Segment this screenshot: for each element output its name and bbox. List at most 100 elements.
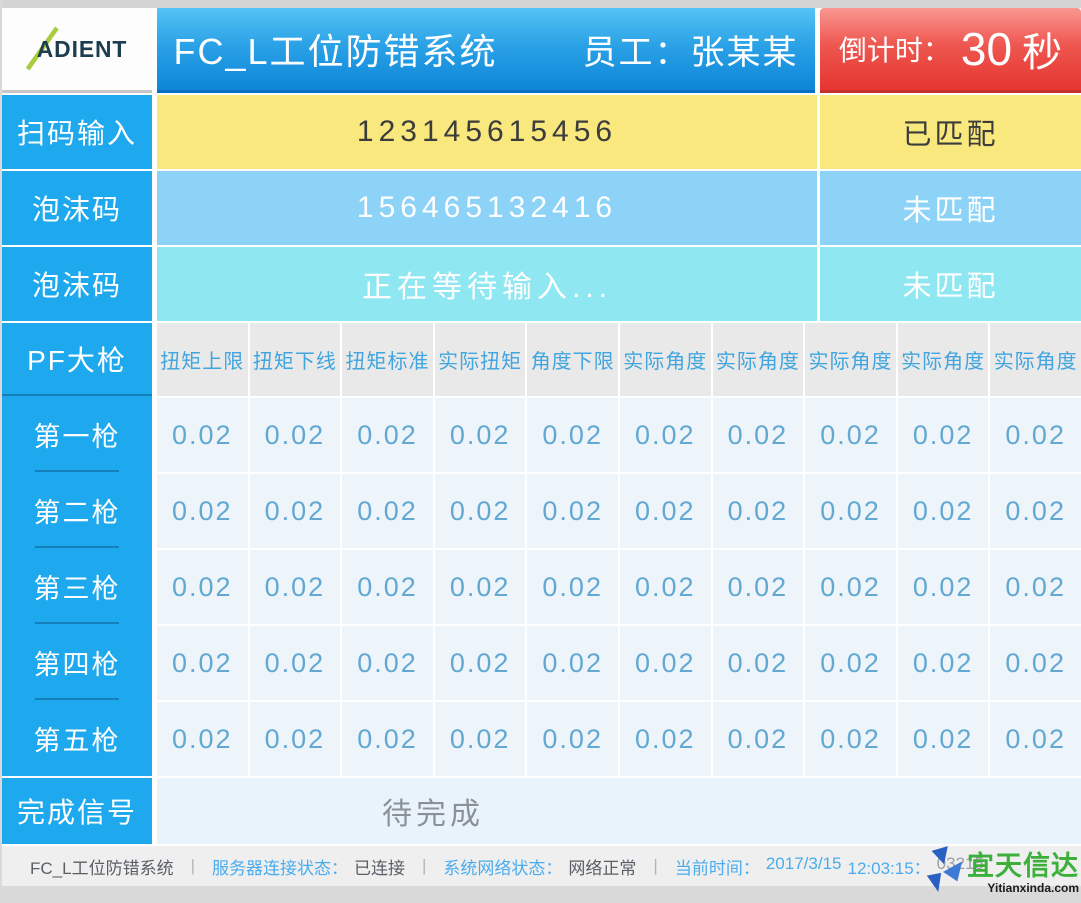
gun-value-cell: 0.02 bbox=[712, 550, 804, 624]
gun-value-cell: 0.02 bbox=[897, 474, 989, 548]
gun-row-label: 第四枪 bbox=[2, 624, 152, 700]
gun-row-label: 第五枪 bbox=[33, 725, 121, 756]
watermark-domain: Yitianxinda.com bbox=[987, 881, 1079, 895]
gun-value-cell: 0.02 bbox=[342, 474, 433, 548]
foam-code-row-2: 泡沫码 正在等待输入... 未匹配 bbox=[2, 247, 1081, 321]
server-status-label: 服务器连接状态： bbox=[212, 858, 348, 878]
gun-value-cell: 0.02 bbox=[805, 550, 896, 624]
gun-value-cell: 0.02 bbox=[619, 550, 711, 624]
gun-value-cell: 0.02 bbox=[897, 702, 989, 776]
pf-gun-section: PF大枪 第一枪 第二枪 第三枪 第四枪第五枪 扭矩上限 扭矩下线 扭矩标准 实际扭矩 角度下… bbox=[2, 323, 1081, 776]
gun-value-cell: 0.02 bbox=[434, 550, 526, 624]
gun-table: 扭矩上限 扭矩下线 扭矩标准 实际扭矩 角度下限 实际角度 实际角度 实际角度 实际角度 实际角度… bbox=[157, 323, 1081, 776]
pf-gun-section-label: PF大枪 bbox=[2, 323, 152, 396]
gun-value-cell: 0.02 bbox=[342, 626, 433, 700]
foam-code-label-2: 泡沫码 bbox=[2, 247, 152, 321]
gun-value-cell: 0.02 bbox=[990, 550, 1081, 624]
gun-value-cell: 0.02 bbox=[249, 626, 341, 700]
gun-value-cell: 0.02 bbox=[342, 702, 433, 776]
gun-value-cell: 0.02 bbox=[342, 550, 433, 624]
scan-input-label: 扫码输入 bbox=[2, 95, 152, 169]
status-bar: FC_L工位防错系统 | 服务器连接状态： 已连接 | 系统网络状态： 网络正常… bbox=[2, 846, 1081, 886]
header: ADIENT FC_L工位防错系统 员工：张某某 倒计时： 30 秒 bbox=[2, 8, 1081, 93]
foam-code-status-badge-1: 未匹配 bbox=[820, 171, 1081, 245]
adient-logo: ADIENT bbox=[2, 8, 152, 93]
gun-value-cell: 0.02 bbox=[805, 474, 896, 548]
foam-code-field-2[interactable]: 正在等待输入... bbox=[157, 247, 817, 321]
gun-value-cell: 0.02 bbox=[527, 398, 618, 472]
gun-value-cell: 0.02 bbox=[805, 702, 896, 776]
column-header: 扭矩下线 bbox=[249, 323, 341, 396]
footer-separator: | bbox=[190, 856, 195, 875]
gun-row-label: 第一枪 bbox=[2, 396, 152, 472]
scan-input-row: 扫码输入 123145615456 已匹配 bbox=[2, 95, 1081, 169]
employee-name: 员工：张某某 bbox=[582, 33, 799, 72]
network-status: 系统网络状态： 网络正常 bbox=[443, 854, 636, 879]
column-header: 实际角度 bbox=[990, 323, 1081, 396]
adient-logo-icon: ADIENT bbox=[25, 26, 126, 71]
column-header: 实际角度 bbox=[619, 323, 711, 396]
gun-row-label: 第三枪 bbox=[2, 548, 152, 624]
countdown-unit: 秒 bbox=[1022, 31, 1063, 75]
completion-label: 完成信号 bbox=[2, 778, 152, 844]
gun-value-cell: 0.02 bbox=[157, 702, 248, 776]
gun-table-header-row: 扭矩上限 扭矩下线 扭矩标准 实际扭矩 角度下限 实际角度 实际角度 实际角度 实际角度 实际角度 bbox=[157, 323, 1081, 396]
gun-value-cell: 0.02 bbox=[527, 626, 618, 700]
gun-value-cell: 0.02 bbox=[619, 398, 711, 472]
column-header: 扭矩标准 bbox=[342, 323, 433, 396]
column-header: 实际角度 bbox=[712, 323, 804, 396]
gun-value-cell: 0.02 bbox=[619, 474, 711, 548]
column-header: 实际扭矩 bbox=[434, 323, 526, 396]
current-date-value: 2017/3/15 bbox=[765, 853, 842, 873]
current-time-value: 12:03:15： bbox=[847, 858, 931, 878]
foam-code-row-1: 泡沫码 156465132416 未匹配 bbox=[2, 171, 1081, 245]
completion-row: 完成信号 待完成 bbox=[2, 778, 1081, 844]
gun-sidebar: PF大枪 第一枪 第二枪 第三枪 第四枪第五枪 bbox=[2, 323, 152, 776]
server-connection-status: 服务器连接状态： 已连接 bbox=[212, 854, 405, 879]
server-status-value: 已连接 bbox=[354, 858, 405, 878]
network-status-value: 网络正常 bbox=[568, 858, 637, 878]
gun-value-cell: 0.02 bbox=[712, 474, 804, 548]
gun-row-label: 第二枪 bbox=[2, 472, 152, 548]
gun-value-cell: 0.02 bbox=[805, 398, 896, 472]
gun-value-cell: 0.02 bbox=[712, 702, 804, 776]
foam-code-label-1: 泡沫码 bbox=[2, 171, 152, 245]
gun-table-body: 0.02 0.02 0.02 0.02 0.02 0.02 0.02 0.02 0.02 0.02… bbox=[157, 398, 1081, 776]
gun-value-cell: 0.02 bbox=[619, 626, 711, 700]
page-title: FC_L工位防错系统 bbox=[173, 31, 498, 72]
gun-value-cell: 0.02 bbox=[897, 550, 989, 624]
scan-input-field[interactable]: 123145615456 bbox=[157, 95, 817, 169]
gun-value-cell: 0.02 bbox=[342, 398, 433, 472]
gun-value-cell: 0.02 bbox=[157, 550, 248, 624]
footer-separator: | bbox=[422, 856, 427, 875]
gun-value-cell: 0.02 bbox=[527, 550, 618, 624]
gun-value-cell: 0.02 bbox=[990, 626, 1081, 700]
gun-value-cell: 0.02 bbox=[434, 474, 526, 548]
foam-code-field-1[interactable]: 156465132416 bbox=[157, 171, 817, 245]
network-status-label: 系统网络状态： bbox=[443, 858, 563, 878]
gun-value-cell: 0.02 bbox=[434, 398, 526, 472]
scan-input-status-badge: 已匹配 bbox=[820, 95, 1081, 169]
footer-app-name: FC_L工位防错系统 bbox=[30, 858, 174, 878]
top-window-strip bbox=[2, 0, 1081, 8]
countdown-label: 倒计时： bbox=[838, 35, 951, 66]
pinwheel-logo-icon bbox=[926, 846, 963, 892]
gun-value-cell: 0.02 bbox=[990, 702, 1081, 776]
gun-value-cell: 0.02 bbox=[249, 474, 341, 548]
column-header: 实际角度 bbox=[897, 323, 989, 396]
gun-value-cell: 0.02 bbox=[990, 474, 1081, 548]
gun-value-cell: 0.02 bbox=[249, 550, 341, 624]
completion-status: 待完成 bbox=[157, 778, 1081, 844]
countdown-panel: 倒计时： 30 秒 bbox=[820, 8, 1081, 93]
gun-value-cell: 0.02 bbox=[897, 626, 989, 700]
gun-value-cell: 0.02 bbox=[249, 702, 341, 776]
gun-value-cell: 0.02 bbox=[157, 398, 248, 472]
gun-value-cell: 0.02 bbox=[712, 398, 804, 472]
yitianxinda-watermark: 宜天信达 Yitianxinda.com bbox=[923, 844, 1079, 894]
gun-value-cell: 0.02 bbox=[527, 702, 618, 776]
bottom-window-strip bbox=[2, 886, 1081, 903]
gun-value-cell: 0.02 bbox=[434, 702, 526, 776]
foam-code-status-badge-2: 未匹配 bbox=[820, 247, 1081, 321]
gun-value-cell: 0.02 bbox=[619, 702, 711, 776]
